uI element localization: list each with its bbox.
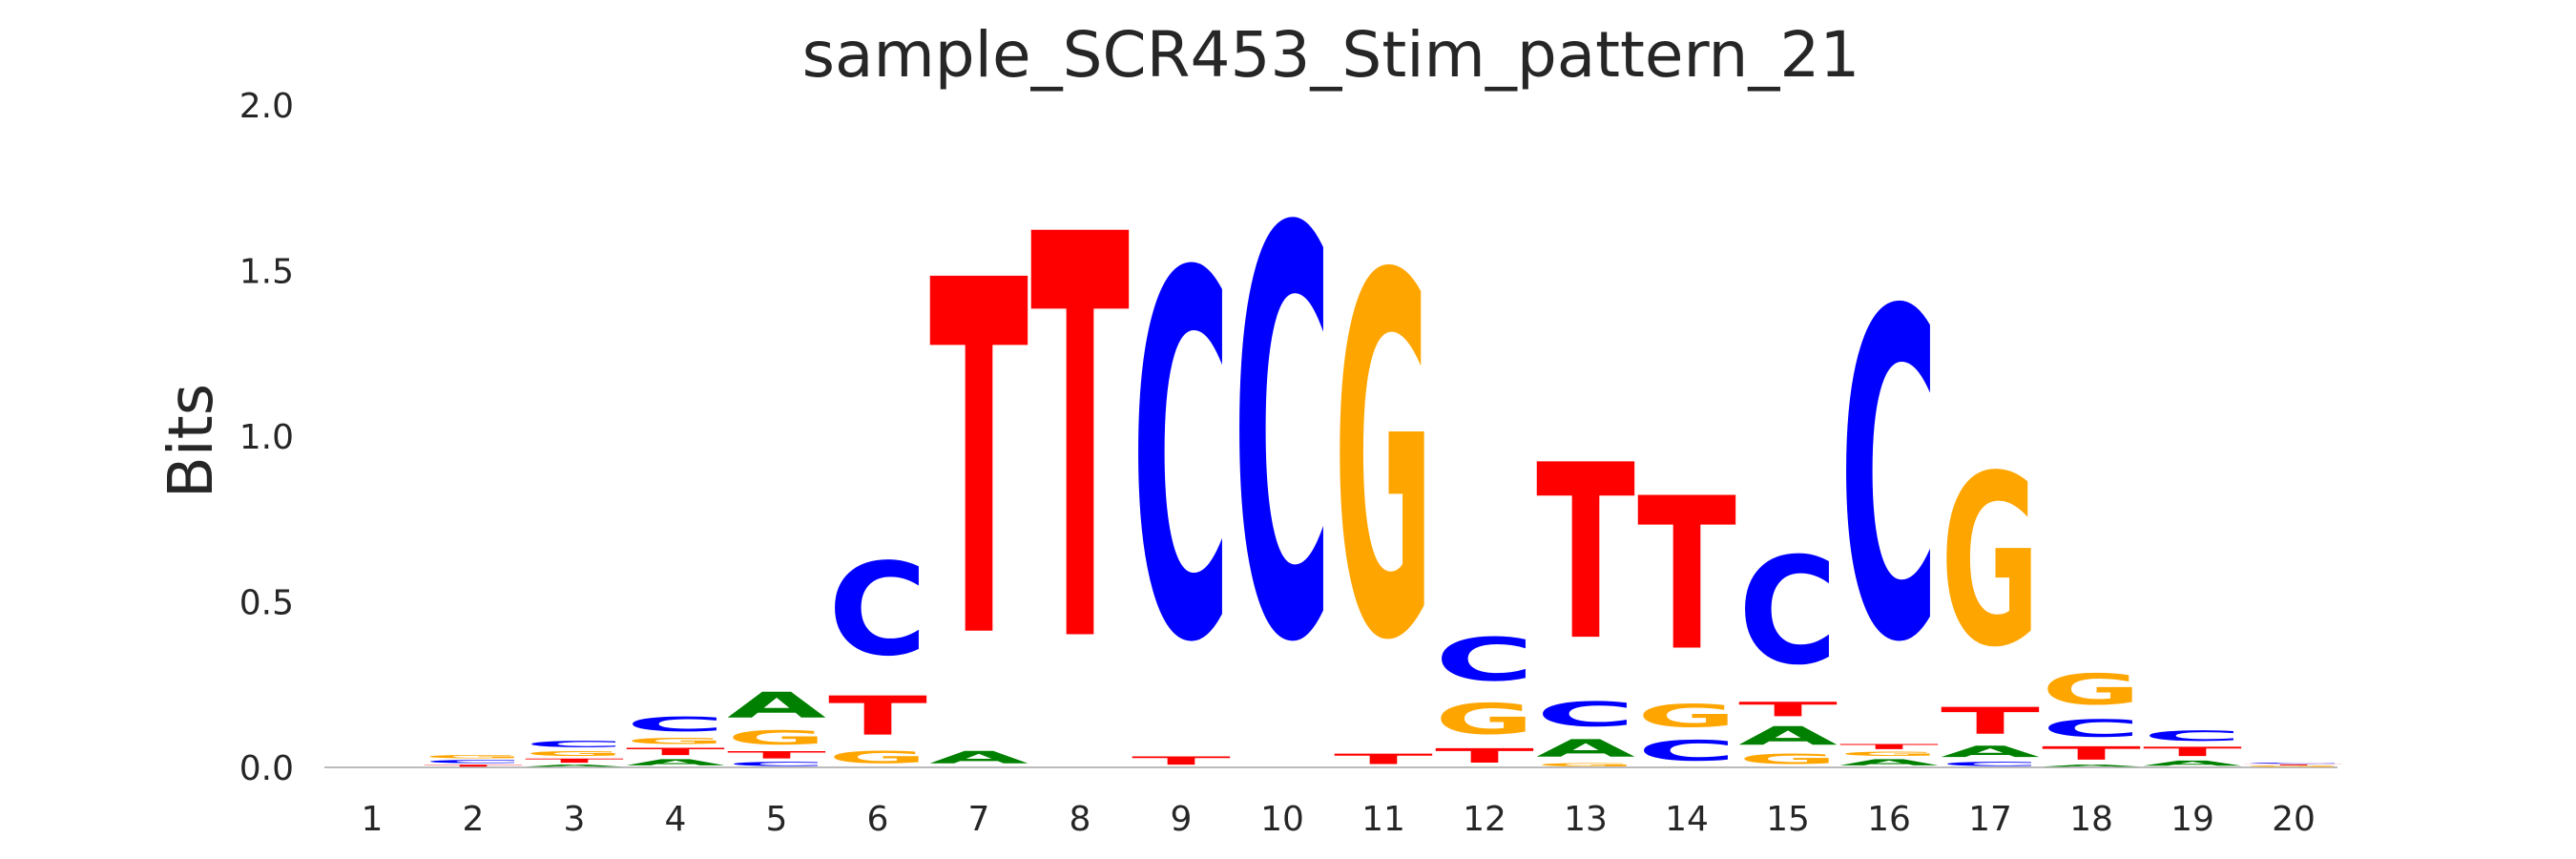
logo-letter-T: T: [828, 685, 927, 748]
logo-letter-G: G: [727, 726, 826, 749]
logo-letter-G: G: [525, 749, 624, 758]
logo-letter-C: C: [626, 713, 725, 736]
logo-letter-A: A: [525, 765, 625, 767]
logo-letter-T: T: [1334, 751, 1433, 767]
y-tick-label: 0.5: [239, 584, 294, 623]
x-tick-label: 2: [463, 800, 485, 839]
logo-letter-T: T: [929, 179, 1029, 745]
x-tick-label: 17: [1968, 800, 2012, 839]
x-tick-label: 18: [2069, 800, 2113, 839]
logo-letter-A: A: [1941, 743, 2040, 761]
x-tick-label: 9: [1171, 800, 1193, 839]
x-tick-label: 4: [665, 800, 687, 839]
logo-letter-G: G: [424, 754, 523, 759]
logo-letter-G: G: [1536, 763, 1635, 767]
logo-letter-G: G: [2244, 765, 2343, 767]
logo-letter-T: T: [1030, 121, 1131, 766]
logo-letter-T: T: [1637, 453, 1736, 698]
chart-title: sample_SCR453_Stim_pattern_21: [802, 18, 1860, 92]
logo-letter-T: T: [1839, 743, 1940, 751]
x-axis-ticks: 1 2 3 4 5 6 7 8 9 10 11 12 13 14 15 16 17 18 19 20: [362, 800, 2316, 839]
logo-letter-G: G: [1637, 698, 1736, 734]
x-tick-label: 11: [1361, 800, 1405, 839]
x-tick-label: 7: [968, 800, 990, 839]
y-tick-label: 0.0: [239, 749, 294, 788]
y-tick-label: 1.5: [239, 253, 294, 292]
logo-letter-C: C: [2143, 727, 2242, 744]
x-tick-label: 1: [362, 800, 384, 839]
logo-letter-T: T: [1941, 700, 2040, 743]
x-tick-label: 19: [2171, 800, 2214, 839]
logo-letter-G: G: [828, 747, 927, 767]
logo-letter-A: A: [727, 685, 826, 726]
logo-letter-G: G: [1839, 751, 1939, 758]
x-tick-label: 10: [1260, 800, 1304, 839]
x-tick-label: 8: [1070, 800, 1091, 839]
logo-letter-G: G: [626, 736, 725, 745]
logo-letter-G: G: [1435, 695, 1534, 744]
logo-letter-A: A: [2143, 759, 2242, 767]
x-tick-label: 12: [1463, 800, 1506, 839]
logo-letter-C: C: [1435, 625, 1534, 695]
logo-letter-C: C: [1637, 735, 1736, 767]
x-tick-label: 14: [1665, 800, 1709, 839]
logo-letter-C: C: [1941, 761, 2040, 767]
logo-letter-G: G: [1334, 173, 1433, 750]
logo-letter-C: C: [1536, 695, 1635, 734]
logo-letter-T: T: [1738, 698, 1838, 721]
logo-letter-T: T: [727, 749, 826, 761]
logo-letter-T: T: [2042, 743, 2141, 765]
logo-letter-A: A: [2042, 765, 2142, 767]
x-tick-label: 13: [1564, 800, 1608, 839]
logo-letter-C: C: [1132, 169, 1231, 753]
logo-letter-T: T: [2244, 765, 2343, 766]
logo-letter-A: A: [1536, 734, 1635, 762]
logo-letter-C: C: [727, 761, 826, 767]
logo-letter-C: C: [828, 536, 927, 684]
logo-letter-T: T: [1435, 744, 1534, 767]
logo-letter-G: G: [1738, 751, 1838, 767]
logo-letter-C: C: [1839, 219, 1939, 743]
logo-letter-A: A: [626, 758, 725, 767]
logo-letter-A: A: [929, 747, 1028, 767]
logo-letter-G: G: [2042, 665, 2141, 715]
x-tick-label: 3: [564, 800, 586, 839]
logo-letter-C: C: [424, 759, 523, 764]
logo-letter-C: C: [2042, 715, 2141, 743]
x-tick-label: 16: [1867, 800, 1911, 839]
y-axis-label: Bits: [156, 384, 227, 498]
logo-letter-T: T: [1536, 415, 1635, 695]
y-tick-label: 2.0: [239, 87, 294, 126]
logo-letter-T: T: [2143, 744, 2242, 760]
x-tick-label: 15: [1766, 800, 1810, 839]
logo-letter-C: C: [2244, 763, 2343, 765]
logo-letter-C: C: [1233, 114, 1332, 765]
logo-letter-A: A: [1738, 721, 1838, 750]
y-axis-ticks: 0.0 0.5 1.0 1.5 2.0: [239, 87, 294, 788]
x-tick-label: 20: [2272, 800, 2316, 839]
logo-letter-G: G: [1941, 426, 2040, 700]
logo-letter-C: C: [1738, 526, 1838, 697]
x-tick-label: 6: [867, 800, 889, 839]
logo-letter-A: A: [1839, 758, 1939, 767]
logo-letter-T: T: [1132, 754, 1231, 767]
x-tick-label: 5: [766, 800, 788, 839]
logo-letter-T: T: [525, 758, 624, 765]
logo-letter-T: T: [626, 746, 725, 758]
logo-letter-C: C: [525, 740, 624, 749]
logo-letter-T: T: [424, 765, 523, 767]
y-tick-label: 1.0: [239, 418, 294, 457]
